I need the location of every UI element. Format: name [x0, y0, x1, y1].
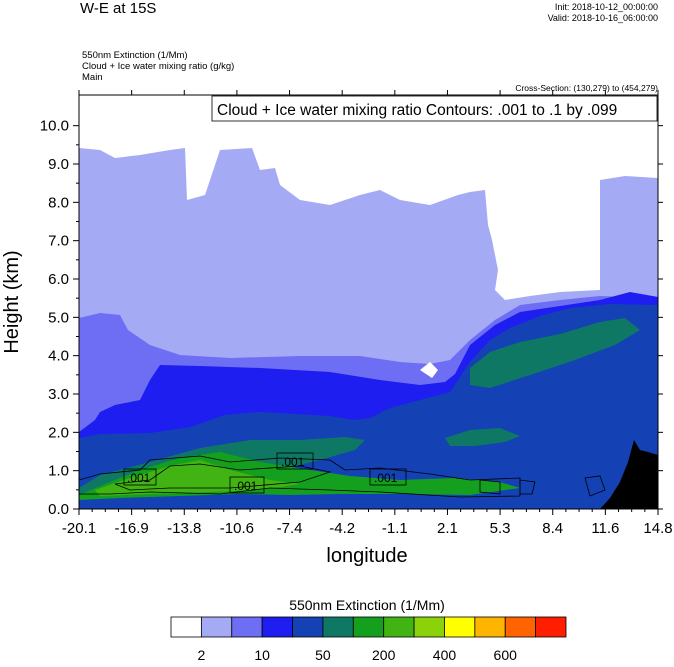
extinction-band-400	[470, 318, 640, 388]
colorbar-swatch	[504, 616, 537, 638]
x-tick-label: -10.6	[220, 520, 254, 537]
x-tick-label: 2.1	[437, 520, 458, 537]
contour-labels: .001 .001 .001 .001	[123, 452, 407, 494]
colorbar-swatch	[261, 616, 293, 638]
x-tick-label: 8.4	[542, 520, 563, 537]
colorbar-label: 200	[372, 647, 396, 663]
colorbar-swatch	[200, 616, 233, 638]
y-tick-label: 7.0	[48, 233, 69, 250]
colorbar-swatch	[231, 616, 263, 638]
x-tick-label: -16.9	[115, 520, 149, 537]
field-label-extinction: 550nm Extinction (1/Mm)	[82, 50, 188, 61]
colorbar-swatch	[352, 616, 385, 638]
x-tick-label: -4.2	[329, 520, 355, 537]
colorbar-swatch	[322, 616, 354, 638]
contour-info-box: Cloud + Ice water mixing ratio Contours:…	[211, 95, 658, 122]
contour-label-text: .001	[234, 479, 258, 493]
colorbar-label: 400	[433, 647, 457, 663]
colorbar: 2 10 50 200 400 600	[170, 616, 567, 663]
extinction-field	[79, 95, 658, 509]
mixing-ratio-contours	[79, 455, 606, 498]
y-tick-label: 1.0	[48, 463, 69, 480]
field-label-main: Main	[82, 72, 103, 83]
contour-label-2: .001	[229, 476, 265, 494]
y-tick-label: 10.0	[40, 118, 69, 135]
y-tick-label: 2.0	[48, 424, 69, 441]
colorbar-swatch	[170, 616, 202, 638]
colorbar-label: 10	[254, 647, 270, 663]
y-tick-label: 3.0	[48, 386, 69, 403]
colorbar-swatch	[535, 616, 567, 638]
contour-label-text: .001	[281, 455, 305, 469]
colorbar-swatch	[413, 616, 445, 638]
field-label-mixing-ratio: Cloud + Ice water mixing ratio (g/kg)	[82, 61, 235, 72]
contour-label-text: .001	[127, 471, 151, 485]
colorbar-title: 550nm Extinction (1/Mm)	[289, 597, 445, 613]
plot-title: W-E at 15S	[80, 0, 157, 17]
colorbar-label: 2	[197, 647, 205, 663]
x-tick-label: 14.8	[643, 520, 672, 537]
extinction-band-10-gap	[420, 362, 438, 378]
cross-section-label: Cross-Section: (130,279) to (454,279)	[515, 83, 658, 93]
y-tick-label: 9.0	[48, 156, 69, 173]
terrain	[600, 440, 658, 509]
x-tick-label: -7.4	[277, 520, 303, 537]
x-tick-label: 5.3	[490, 520, 511, 537]
x-tick-label: 11.6	[591, 520, 619, 537]
contour-label-1: .001	[123, 468, 157, 486]
colorbar-label: 600	[494, 647, 518, 663]
y-tick-label: 8.0	[48, 194, 69, 211]
colorbar-label: 50	[315, 647, 331, 663]
contour-label-3: .001	[276, 452, 314, 470]
colorbar-swatch	[292, 616, 324, 638]
x-tick-label: -1.1	[382, 520, 408, 537]
x-axis-title: longitude	[326, 545, 407, 567]
x-tick-label: -20.1	[62, 520, 96, 537]
y-axis-title: Height (km)	[1, 250, 23, 353]
extinction-band-1000	[95, 460, 300, 496]
colorbar-swatch	[444, 616, 476, 638]
init-time: Init: 2018-10-12_00:00:00	[554, 2, 658, 12]
contour-label-4: .001	[369, 468, 407, 486]
colorbar-swatch	[474, 616, 506, 638]
x-tick-label: -13.8	[167, 520, 201, 537]
x-axis: -20.1 -16.9 -13.8 -10.6 -7.4 -4.2 -1.1 2.1 5.3 8.…	[62, 90, 673, 537]
y-tick-label: 5.0	[48, 309, 69, 326]
extinction-band-400-b	[445, 428, 520, 446]
y-tick-label: 4.0	[48, 348, 69, 365]
y-axis: 0.0 1.0 2.0 3.0 4.0 5.0 6.0 7.0 8.0 9.0 10.0	[40, 118, 663, 518]
y-tick-label: 0.0	[48, 501, 69, 518]
valid-time: Valid: 2018-10-16_06:00:00	[547, 13, 658, 23]
contour-label-text: .001	[374, 471, 398, 485]
contour-info-text: Cloud + Ice water mixing ratio Contours:…	[217, 102, 617, 119]
y-tick-label: 6.0	[48, 271, 69, 288]
colorbar-swatch	[383, 616, 415, 638]
